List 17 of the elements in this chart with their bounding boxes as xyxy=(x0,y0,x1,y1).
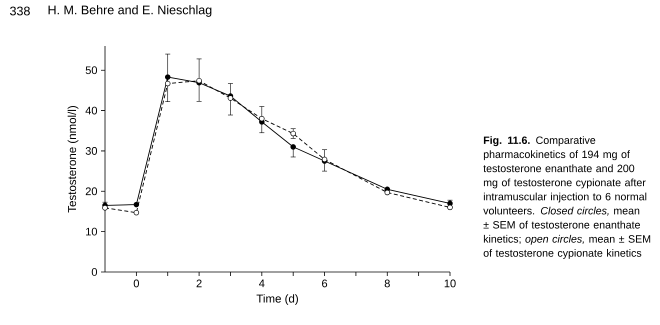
text: Fig. 11.6. Comparative pharmacokinetics of 194 mg of testosterone enanthate and 200 mg of testosterone cypionate after intramuscular injection to 6 normal volunteers. Closed circles, mean ± SEM of testosterone enanthate kinetics; open circles, mean ± SEM of testosterone cypionate kinetics xyxy=(483,136,650,259)
y-tick-label: 30 xyxy=(86,147,98,155)
text: 338 xyxy=(10,6,30,16)
x-tick-label: 8 xyxy=(384,280,390,288)
x-tick-label: 0 xyxy=(134,280,139,288)
y-tick-label: 50 xyxy=(86,66,98,74)
y-axis-title: Testosterone (nmol/l) xyxy=(68,106,78,212)
x-tick-label: 6 xyxy=(322,280,328,288)
y-tick-label: 10 xyxy=(86,228,98,236)
x-axis-title: Time (d) xyxy=(256,294,298,305)
x-tick-label: 10 xyxy=(444,280,456,288)
y-tick-label: 20 xyxy=(86,187,98,196)
y-tick-label: 40 xyxy=(85,106,98,114)
text: H. M. Behre and E. Nieschlag xyxy=(48,5,212,17)
y-tick-label: 0 xyxy=(92,268,98,276)
x-tick-label: 4 xyxy=(259,280,265,288)
x-tick-label: 2 xyxy=(196,280,202,288)
